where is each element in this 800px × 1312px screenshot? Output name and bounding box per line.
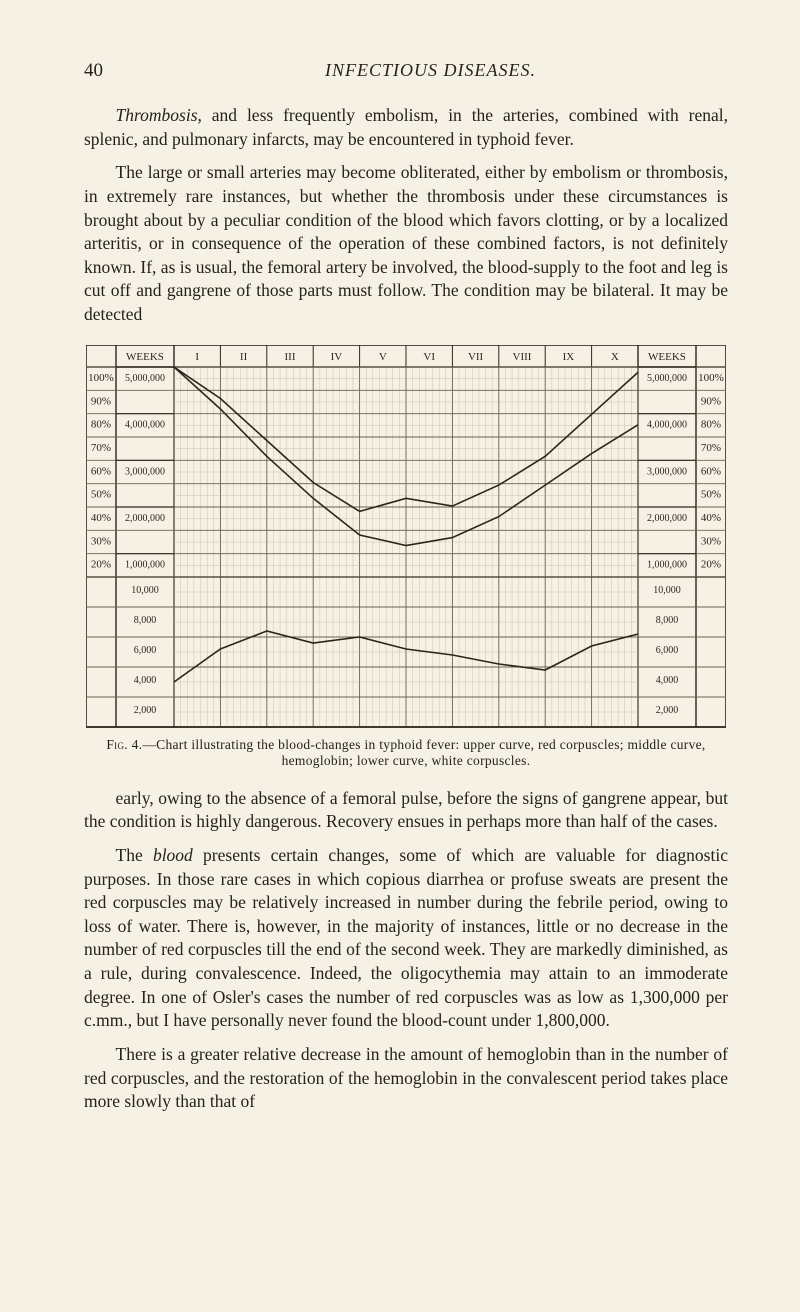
svg-text:2,000,000: 2,000,000 xyxy=(647,513,687,524)
svg-text:50%: 50% xyxy=(91,488,111,500)
svg-text:IV: IV xyxy=(331,351,343,363)
svg-text:70%: 70% xyxy=(91,442,111,454)
svg-text:4,000,000: 4,000,000 xyxy=(125,419,165,430)
svg-text:1,000,000: 1,000,000 xyxy=(125,559,165,570)
svg-text:40%: 40% xyxy=(701,512,721,524)
svg-text:IX: IX xyxy=(563,351,575,363)
figure-caption: Fig. 4.—Chart illustrating the blood-cha… xyxy=(84,737,728,769)
svg-text:60%: 60% xyxy=(701,465,721,477)
svg-text:4,000: 4,000 xyxy=(134,675,157,686)
page-number: 40 xyxy=(84,60,103,82)
svg-text:8,000: 8,000 xyxy=(656,615,679,626)
svg-text:30%: 30% xyxy=(91,535,111,547)
caption-text: —Chart illustrating the blood-changes in… xyxy=(142,737,705,768)
blood-chart: WEEKSWEEKSIIIIIIIVVVIVIIVIIIIXX100%100%9… xyxy=(86,345,726,729)
svg-text:6,000: 6,000 xyxy=(134,645,157,656)
svg-text:II: II xyxy=(240,351,248,363)
svg-text:3,000,000: 3,000,000 xyxy=(647,466,687,477)
svg-text:6,000: 6,000 xyxy=(656,645,679,656)
svg-text:2,000,000: 2,000,000 xyxy=(125,513,165,524)
svg-text:5,000,000: 5,000,000 xyxy=(647,373,687,384)
para-5: There is a greater relative decrease in … xyxy=(84,1043,728,1114)
svg-text:80%: 80% xyxy=(701,418,721,430)
svg-text:4,000,000: 4,000,000 xyxy=(647,419,687,430)
svg-text:III: III xyxy=(285,351,296,363)
svg-text:10,000: 10,000 xyxy=(131,585,159,596)
svg-text:1,000,000: 1,000,000 xyxy=(647,559,687,570)
svg-text:VII: VII xyxy=(468,351,484,363)
svg-text:20%: 20% xyxy=(91,558,111,570)
svg-text:90%: 90% xyxy=(701,395,721,407)
chart-container: WEEKSWEEKSIIIIIIIVVVIVIIVIIIIXX100%100%9… xyxy=(84,345,728,729)
svg-text:70%: 70% xyxy=(701,442,721,454)
svg-text:VI: VI xyxy=(423,351,435,363)
svg-text:I: I xyxy=(195,351,199,363)
svg-text:4,000: 4,000 xyxy=(656,675,679,686)
svg-text:10,000: 10,000 xyxy=(653,585,681,596)
svg-text:X: X xyxy=(611,351,619,363)
para-2: The large or small arteries may become o… xyxy=(84,161,728,326)
svg-text:2,000: 2,000 xyxy=(134,705,157,716)
para-4b: blood xyxy=(153,845,193,865)
running-title: INFECTIOUS DISEASES. xyxy=(133,60,728,81)
svg-text:VIII: VIII xyxy=(513,351,532,363)
svg-text:100%: 100% xyxy=(698,372,724,384)
para-3: early, owing to the absence of a femoral… xyxy=(84,787,728,834)
svg-text:V: V xyxy=(379,351,387,363)
svg-text:8,000: 8,000 xyxy=(134,615,157,626)
svg-text:WEEKS: WEEKS xyxy=(126,351,164,363)
svg-text:100%: 100% xyxy=(88,372,114,384)
svg-text:60%: 60% xyxy=(91,465,111,477)
svg-text:50%: 50% xyxy=(701,488,721,500)
svg-text:5,000,000: 5,000,000 xyxy=(125,373,165,384)
svg-text:WEEKS: WEEKS xyxy=(648,351,686,363)
para-4a: The xyxy=(116,845,153,865)
svg-text:40%: 40% xyxy=(91,512,111,524)
svg-text:20%: 20% xyxy=(701,558,721,570)
svg-text:80%: 80% xyxy=(91,418,111,430)
svg-text:30%: 30% xyxy=(701,535,721,547)
para-4: The blood presents certain changes, some… xyxy=(84,844,728,1033)
para-4c: presents certain changes, some of which … xyxy=(84,845,728,1030)
svg-text:3,000,000: 3,000,000 xyxy=(125,466,165,477)
fig-label: Fig. 4. xyxy=(106,737,142,752)
svg-text:2,000: 2,000 xyxy=(656,705,679,716)
para-1: Thrombosis, and less frequently embolism… xyxy=(84,104,728,151)
svg-text:90%: 90% xyxy=(91,395,111,407)
